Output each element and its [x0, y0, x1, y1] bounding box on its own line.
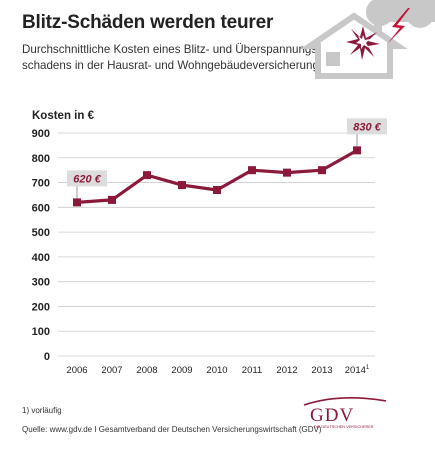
x-tick-label: 2007 — [101, 365, 122, 376]
y-tick-label: 800 — [32, 153, 50, 165]
x-tick-label: 2009 — [171, 365, 192, 376]
spark-icon — [346, 26, 380, 60]
logo-arc — [303, 397, 387, 406]
lightning-icon — [387, 8, 410, 44]
y-tick-label: 700 — [32, 178, 50, 190]
x-tick-text: 2007 — [101, 365, 122, 376]
x-tick-label: 20141 — [345, 365, 370, 376]
subtitle-line-2: schadens in der Hausrat- und Wohngebäude… — [22, 59, 319, 72]
data-point — [318, 166, 326, 175]
footnote: 1) vorläufig — [22, 406, 62, 415]
gdv-logo: GDV DIE DEUTSCHEN VERSICHERER — [303, 397, 387, 429]
y-tick-label: 300 — [32, 277, 50, 289]
x-tick-text: 2006 — [66, 365, 87, 376]
logo-wordmark: GDV — [310, 405, 354, 426]
annotation-label: 830 € — [353, 121, 381, 133]
annotations: 620 € 830 € — [67, 118, 387, 199]
x-tick-text: 2011 — [242, 365, 262, 376]
x-tick-superscript: 1 — [366, 365, 370, 371]
y-tick-label: 900 — [32, 128, 50, 140]
y-tick-labels: 0 100 200 300 400 500 600 700 800 900 — [32, 128, 50, 363]
y-tick-label: 500 — [32, 227, 50, 239]
annotation-label: 620 € — [73, 173, 101, 185]
annotation-box — [67, 170, 107, 187]
y-tick-label: 600 — [32, 202, 50, 214]
x-tick-text: 2014 — [345, 365, 366, 376]
data-point — [248, 166, 256, 175]
y-tick-label: 400 — [32, 252, 50, 264]
x-tick-text: 2009 — [171, 365, 192, 376]
y-tick-label: 0 — [44, 351, 50, 363]
data-point — [178, 181, 186, 190]
data-point — [283, 168, 291, 177]
chart-title: Blitz-Schäden werden teurer — [22, 12, 274, 33]
x-tick-label: 2012 — [276, 365, 297, 376]
grid-lines — [58, 132, 375, 357]
data-point — [143, 171, 151, 180]
logo-tagline: DIE DEUTSCHEN VERSICHERER — [314, 425, 374, 429]
data-point — [108, 195, 116, 204]
subtitle-line-1: Durchschnittliche Kosten eines Blitz- un… — [22, 43, 322, 56]
x-tick-text: 2008 — [136, 365, 157, 376]
x-tick-label: 2013 — [311, 365, 332, 376]
x-tick-labels: 2006 2007 2008 2009 2010 2011 2012 2013 20141 — [66, 365, 369, 376]
y-axis-label: Kosten in € — [32, 110, 94, 122]
data-point — [73, 198, 81, 207]
x-tick-label: 2008 — [136, 365, 157, 376]
data-points — [73, 146, 361, 207]
house-icon — [300, 12, 408, 79]
y-tick-label: 100 — [32, 326, 50, 338]
x-tick-text: 2012 — [276, 365, 297, 376]
source-note: Quelle: www.gdv.de I Gesamtverband der D… — [22, 425, 322, 434]
data-point — [353, 146, 361, 155]
x-tick-text: 2013 — [311, 365, 332, 376]
x-tick-text: 2010 — [206, 365, 227, 376]
y-tick-label: 200 — [32, 301, 50, 313]
x-tick-label: 2010 — [206, 365, 227, 376]
annotation-box — [347, 118, 387, 135]
chart-subtitle: Durchschnittliche Kosten eines Blitz- un… — [22, 42, 322, 74]
data-point — [213, 185, 221, 194]
x-tick-label: 2011 — [242, 365, 262, 376]
x-tick-label: 2006 — [66, 365, 87, 376]
